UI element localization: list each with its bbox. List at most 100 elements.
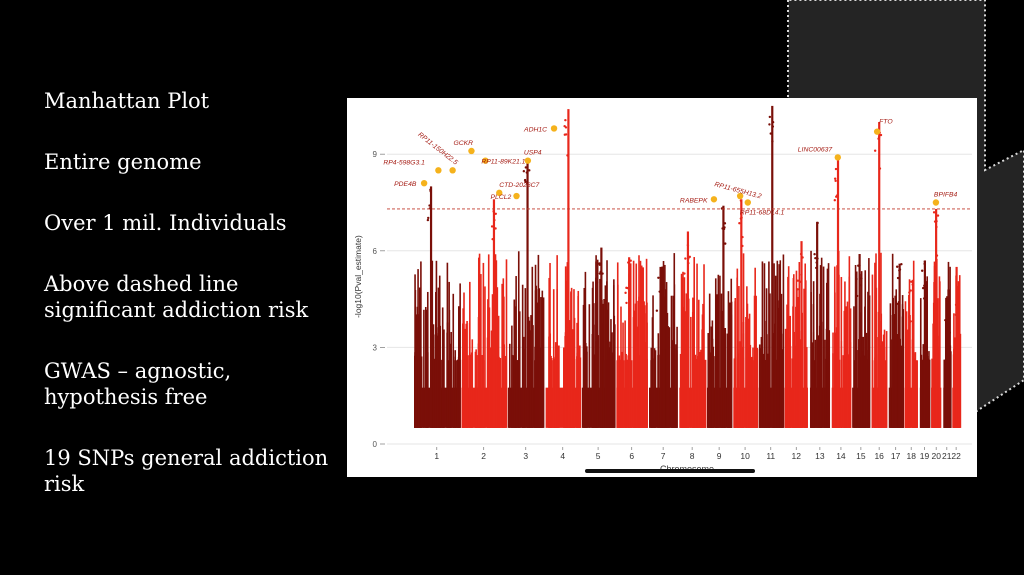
snp-column <box>734 357 737 428</box>
peak-column <box>492 199 496 428</box>
snp-point <box>683 272 686 275</box>
snp-column <box>522 351 525 428</box>
snp-label: CTD-2026C7 <box>499 182 539 189</box>
snp-point <box>834 167 838 171</box>
x-tick-label: 1 <box>434 451 439 461</box>
snp-column <box>846 354 849 428</box>
snp-point <box>426 218 430 222</box>
snp-column <box>665 282 668 428</box>
snp-column <box>653 358 656 428</box>
snp-column <box>708 293 711 428</box>
highlighted-snp-point <box>420 179 428 187</box>
x-tick-label: 13 <box>815 451 825 461</box>
snp-column <box>874 357 876 428</box>
snp-column <box>767 353 769 428</box>
snp-column <box>622 360 625 428</box>
snp-column <box>501 338 504 428</box>
snp-column <box>762 353 765 428</box>
snp-column <box>484 286 486 428</box>
snp-column <box>602 360 605 428</box>
snp-column <box>945 360 948 428</box>
snp-column <box>821 321 823 428</box>
snp-column <box>495 260 498 428</box>
snp-column <box>461 359 464 428</box>
snp-point <box>946 301 949 304</box>
snp-column <box>828 330 831 428</box>
snp-column <box>810 292 812 428</box>
snp-point <box>909 320 912 323</box>
snp-point <box>932 211 936 214</box>
snp-point <box>833 198 837 202</box>
chromosome-2-points <box>461 199 508 428</box>
snp-column <box>437 350 440 428</box>
snp-column <box>557 357 559 428</box>
peak-column <box>898 263 901 428</box>
snp-column <box>420 261 422 428</box>
snp-column <box>477 257 480 428</box>
snp-column <box>436 335 439 428</box>
snp-column <box>719 275 721 428</box>
bullet-gwas: GWAS – agnostic, hypothesis free <box>44 359 232 409</box>
snp-column <box>868 258 870 428</box>
snp-column <box>748 347 750 428</box>
snp-column <box>937 298 939 428</box>
snp-column <box>573 289 575 428</box>
snp-column <box>746 303 749 428</box>
snp-column <box>471 360 473 428</box>
snp-column <box>504 355 507 428</box>
snp-column <box>895 289 898 428</box>
snp-point <box>908 315 911 319</box>
snp-column <box>752 360 754 428</box>
bullet-list: Manhattan Plot Entire genome Over 1 mil.… <box>44 88 334 532</box>
snp-point <box>522 169 526 173</box>
snp-point <box>660 282 663 285</box>
manhattan-chart: 0 3 6 9 1 2 3 4 5 6 7 8 9 10 11 12 13 14 15 16 17 18 19 20 21 22 P… <box>347 98 977 477</box>
snp-column <box>822 266 825 428</box>
snp-column <box>456 359 459 428</box>
snp-column <box>423 309 425 428</box>
snp-column <box>832 353 834 428</box>
snp-column <box>756 348 759 428</box>
chromosome-5-points <box>581 247 616 428</box>
snp-column <box>439 325 442 428</box>
peak-column <box>740 199 743 428</box>
snp-column <box>742 357 745 428</box>
snp-column <box>611 332 613 428</box>
x-tick-label: 22 <box>951 451 961 461</box>
peak-column <box>722 205 725 428</box>
snp-point <box>798 280 802 283</box>
snp-label: RP4-598G3.1 <box>383 159 425 166</box>
scroll-indicator[interactable] <box>585 469 755 473</box>
x-tick-label: 5 <box>596 451 601 461</box>
snp-point <box>598 263 601 266</box>
snp-column <box>563 347 565 428</box>
chromosome-19-points <box>919 260 931 428</box>
snp-column <box>609 341 611 428</box>
snp-column <box>488 357 491 428</box>
snp-column <box>779 353 782 428</box>
snp-column <box>920 354 923 428</box>
snp-column <box>907 352 909 428</box>
snp-column <box>610 350 612 428</box>
snp-column <box>921 359 924 428</box>
snp-column <box>953 337 956 428</box>
snp-column <box>914 359 916 428</box>
snp-column <box>716 319 718 428</box>
highlighted-snp-point <box>496 189 503 197</box>
peak-column <box>858 254 861 428</box>
snp-column <box>645 344 647 428</box>
snp-column <box>586 351 588 428</box>
snp-column <box>780 293 783 428</box>
snp-column <box>931 358 933 428</box>
snp-column <box>625 353 627 428</box>
snp-column <box>482 262 485 428</box>
snp-point <box>655 309 659 312</box>
snp-column <box>442 351 444 428</box>
x-tick-label: 10 <box>740 451 750 461</box>
snp-column <box>685 293 688 428</box>
snp-column <box>773 263 775 428</box>
snp-column <box>803 288 805 428</box>
snp-column <box>565 327 568 428</box>
peak-column <box>771 105 774 428</box>
snp-column <box>949 345 952 428</box>
